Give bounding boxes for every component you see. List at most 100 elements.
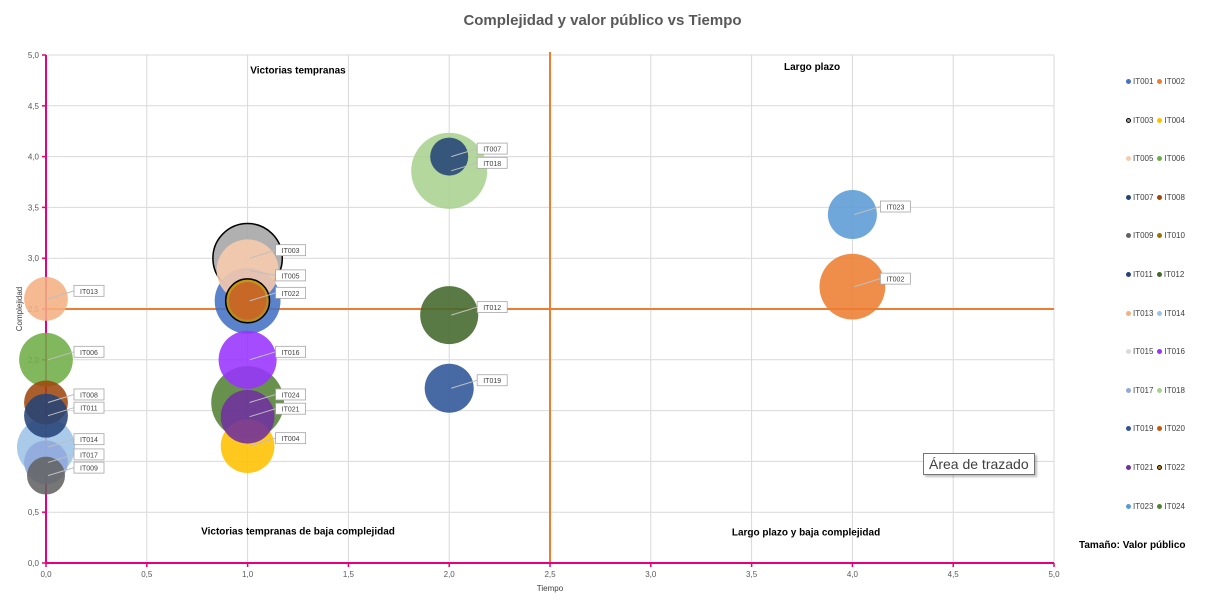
legend-row: IT009 IT010: [1126, 231, 1202, 270]
y-tick-label: 5,0: [28, 51, 40, 60]
data-label-it014: IT014: [80, 437, 98, 444]
legend-row: IT019 IT020: [1126, 424, 1202, 463]
bubble-it021: [220, 389, 275, 444]
data-label-it018: IT018: [483, 161, 501, 168]
legend-label: IT012: [1163, 269, 1185, 279]
legend-marker: [1126, 271, 1131, 277]
leader-line-it019: [451, 379, 478, 389]
legend-marker: [1157, 387, 1163, 393]
y-tick-label: 4,5: [28, 102, 40, 111]
legend-entry-it002[interactable]: IT002: [1157, 77, 1185, 86]
legend-label: IT003: [1133, 115, 1154, 125]
legend-row: IT011 IT012: [1126, 270, 1202, 309]
leader-line-it014: [47, 438, 75, 448]
leader-line-it011: [47, 407, 75, 417]
bubble-it020: [228, 281, 267, 320]
x-tick-label: 4,0: [847, 570, 859, 579]
data-label-it004: IT004: [282, 436, 300, 443]
legend-entry-it009[interactable]: IT009: [1126, 231, 1153, 240]
legend-label: IT007: [1133, 192, 1154, 202]
data-label-box-it005: [275, 269, 307, 282]
legend-entry-it017[interactable]: IT017: [1126, 386, 1153, 395]
leader-line-it023: [854, 206, 881, 215]
legend-entry-it016[interactable]: IT016: [1157, 347, 1185, 357]
legend-entry-it010[interactable]: IT010: [1157, 231, 1185, 241]
legend-entry-it023[interactable]: IT023: [1126, 502, 1153, 511]
legend-label: IT015: [1133, 347, 1154, 357]
data-label-it021: IT021: [282, 407, 300, 414]
quadrant-label: Victorias tempranas de baja complejidad: [201, 527, 395, 538]
bubble-it012: [420, 286, 479, 345]
legend-entry-it019[interactable]: IT019: [1126, 424, 1153, 433]
data-label-box-it002: [880, 272, 911, 285]
x-tick-label: 5,0: [1048, 570, 1060, 579]
x-tick-label: 0,0: [40, 570, 52, 579]
legend-label: IT004: [1164, 115, 1185, 125]
legend-label: IT010: [1164, 231, 1185, 241]
bubble-it023: [827, 189, 877, 240]
legend-entry-it014[interactable]: IT014: [1157, 309, 1185, 318]
legend-entry-it013[interactable]: IT013: [1126, 309, 1153, 318]
bubble-it007: [430, 137, 469, 176]
legend-row: IT007 IT008: [1126, 193, 1202, 232]
data-label-box-it022: [275, 286, 307, 299]
data-label-box-it023: [880, 200, 911, 213]
legend-label: IT008: [1164, 192, 1185, 202]
legend-marker: [1126, 117, 1131, 123]
legend-entry-it001[interactable]: IT001: [1126, 77, 1153, 86]
legend-marker: [1157, 426, 1163, 432]
legend-label: IT002: [1164, 77, 1185, 86]
legend-entry-it007[interactable]: IT007: [1126, 193, 1153, 202]
axes: 0,00,51,01,52,02,53,03,54,04,55,00,00,51…: [28, 51, 1060, 579]
data-label-box-it013: [73, 284, 105, 297]
bubble-it013: [24, 276, 68, 321]
leader-line-it017: [47, 453, 75, 463]
data-label-it016: IT016: [282, 350, 300, 357]
size-note: Tamaño: Valor público: [1079, 540, 1186, 551]
legend-row: IT003 IT004: [1126, 116, 1202, 155]
legend-entry-it003[interactable]: IT003: [1126, 116, 1153, 125]
legend-entry-it018[interactable]: IT018: [1157, 386, 1185, 395]
x-tick-label: 0,5: [141, 570, 153, 579]
legend-row: IT001 IT002: [1126, 77, 1202, 116]
legend-row: IT013 IT014: [1126, 309, 1202, 348]
legend-entry-it004[interactable]: IT004: [1157, 115, 1185, 125]
y-tick-label: 0,0: [28, 559, 40, 568]
legend-label: IT016: [1164, 347, 1185, 357]
legend-entry-it011[interactable]: IT011: [1126, 270, 1153, 279]
legend-label: IT020: [1164, 424, 1185, 434]
data-label-box-it014: [73, 433, 105, 446]
legend-entry-it015[interactable]: IT015: [1126, 347, 1153, 356]
data-label-box-it024: [275, 388, 307, 401]
x-tick-label: 2,5: [544, 570, 556, 579]
legend-entry-it006[interactable]: IT006: [1157, 154, 1185, 163]
data-label-it023: IT023: [886, 205, 904, 212]
data-label-it002: IT002: [886, 277, 904, 284]
legend-row: IT023 IT024: [1126, 502, 1202, 541]
leader-line-it022: [249, 292, 276, 302]
legend-label: IT021: [1133, 462, 1154, 472]
data-label-it008: IT008: [80, 392, 98, 399]
leader-line-it006: [47, 351, 75, 361]
legend-entry-it020[interactable]: IT020: [1157, 424, 1185, 434]
legend-entry-it021[interactable]: IT021: [1126, 463, 1153, 472]
legend-entry-it024[interactable]: IT024: [1157, 502, 1185, 511]
data-label-it013: IT013: [80, 289, 98, 296]
leader-line-it012: [451, 306, 478, 316]
legend-marker: [1126, 156, 1131, 162]
data-label-box-it016: [275, 345, 307, 358]
legend-marker: [1157, 194, 1163, 200]
legend-entry-it008[interactable]: IT008: [1157, 192, 1185, 202]
legend-entry-it005[interactable]: IT005: [1126, 154, 1153, 163]
legend-label: IT013: [1133, 308, 1154, 318]
legend-entry-it012[interactable]: IT012: [1156, 269, 1185, 279]
quadrant-lines: [46, 52, 1054, 563]
quadrant-label: Largo plazo: [784, 62, 840, 73]
legend-marker: [1126, 194, 1131, 200]
legend-entry-it022[interactable]: IT022: [1157, 463, 1185, 472]
legend-marker: [1126, 464, 1131, 470]
leader-line-it009: [47, 467, 75, 477]
data-label-it019: IT019: [483, 378, 501, 385]
